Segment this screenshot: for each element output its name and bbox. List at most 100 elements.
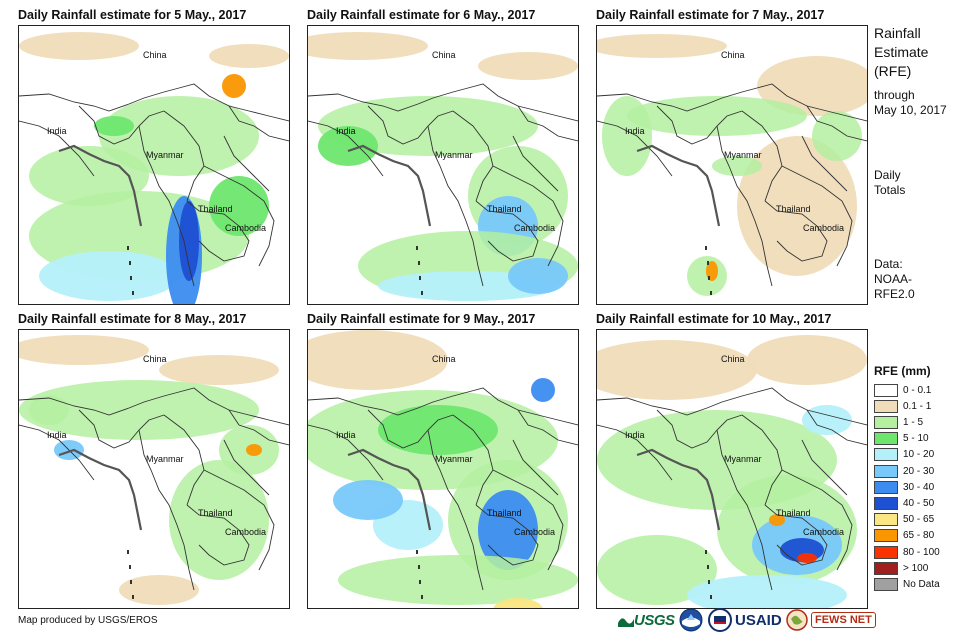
legend-item: 1 - 5 bbox=[874, 414, 923, 430]
country-border bbox=[186, 200, 250, 262]
rain-area bbox=[19, 335, 149, 365]
country-border bbox=[597, 424, 673, 481]
map-panel-may-8: Daily Rainfall estimate for 8 May., 2017… bbox=[18, 311, 290, 609]
country-border bbox=[492, 469, 564, 571]
island-mark bbox=[710, 595, 712, 599]
island-mark bbox=[129, 565, 131, 569]
country-border bbox=[19, 387, 289, 426]
label-india: India bbox=[47, 126, 67, 136]
data-line: RFE2.0 bbox=[874, 287, 915, 301]
island-mark bbox=[127, 246, 129, 250]
country-border bbox=[512, 135, 559, 192]
rain-area bbox=[29, 395, 69, 425]
country-border bbox=[308, 83, 578, 122]
island-mark bbox=[129, 261, 131, 265]
rain-area bbox=[757, 56, 867, 116]
map-graphic bbox=[308, 32, 578, 301]
legend-label: 10 - 20 bbox=[903, 449, 935, 461]
island-mark bbox=[419, 580, 421, 584]
rain-area bbox=[812, 111, 862, 161]
data-source-note: Data: NOAA- RFE2.0 bbox=[874, 257, 915, 302]
legend-item: 65 - 80 bbox=[874, 528, 934, 544]
credit-text: Map produced by USGS/EROS bbox=[18, 615, 158, 626]
rain-area bbox=[597, 34, 727, 58]
island-mark bbox=[710, 291, 712, 295]
rain-area bbox=[19, 32, 139, 60]
country-border bbox=[138, 429, 195, 591]
country-border bbox=[78, 409, 165, 449]
country-border bbox=[186, 504, 250, 566]
country-border bbox=[228, 409, 289, 446]
rain-area bbox=[747, 335, 867, 385]
legend-swatch bbox=[874, 496, 898, 510]
country-border bbox=[764, 200, 828, 262]
rainfall-map: China India Myanmar Thailand Cambodia bbox=[18, 329, 290, 609]
country-border bbox=[801, 439, 848, 496]
label-china: China bbox=[721, 50, 745, 60]
legend-item: 40 - 50 bbox=[874, 495, 934, 511]
sidebar-title: Rainfall Estimate (RFE) bbox=[874, 24, 928, 81]
rain-area bbox=[209, 176, 269, 236]
country-border bbox=[475, 200, 539, 262]
rain-area bbox=[29, 146, 149, 206]
country-border bbox=[781, 469, 853, 571]
legend-item: 30 - 40 bbox=[874, 479, 934, 495]
map-panel-may-7: Daily Rainfall estimate for 7 May., 2017… bbox=[596, 7, 868, 305]
label-thailand: Thailand bbox=[487, 204, 522, 214]
legend-label: 0 - 0.1 bbox=[903, 384, 932, 396]
map-panel-may-10: Daily Rainfall estimate for 10 May., 201… bbox=[596, 311, 868, 609]
noaa-seal-icon bbox=[679, 608, 703, 632]
usaid-logo: USAID bbox=[708, 606, 782, 634]
country-border bbox=[741, 110, 783, 202]
label-myanmar: Myanmar bbox=[724, 454, 762, 464]
rain-area bbox=[687, 575, 847, 608]
legend-item: 80 - 100 bbox=[874, 544, 940, 560]
island-mark bbox=[705, 246, 707, 250]
rain-area bbox=[222, 74, 246, 98]
rain-area bbox=[308, 330, 448, 390]
daily-line: Daily bbox=[874, 168, 901, 182]
country-border bbox=[656, 105, 743, 145]
legend-item: 10 - 20 bbox=[874, 447, 934, 463]
legend-item: No Data bbox=[874, 576, 940, 592]
rain-area bbox=[99, 96, 259, 176]
title-line: Rainfall bbox=[874, 25, 921, 41]
island-mark bbox=[418, 261, 420, 265]
rain-area bbox=[246, 444, 262, 456]
country-border bbox=[427, 125, 484, 287]
country-border bbox=[19, 120, 95, 177]
label-india: India bbox=[625, 126, 645, 136]
label-myanmar: Myanmar bbox=[146, 454, 184, 464]
legend-item: 50 - 65 bbox=[874, 512, 934, 528]
country-border bbox=[452, 110, 494, 202]
rain-area bbox=[333, 480, 403, 520]
country-border bbox=[741, 414, 783, 506]
legend-label: 1 - 5 bbox=[903, 416, 924, 428]
panel-title: Daily Rainfall estimate for 5 May., 2017 bbox=[18, 8, 247, 22]
daily-totals-note: Daily Totals bbox=[874, 168, 905, 198]
rain-area bbox=[508, 258, 568, 294]
fews-wordmark: FEWS NET bbox=[811, 612, 876, 628]
rainfall-map: China India Myanmar Thailand Cambodia bbox=[307, 25, 579, 305]
panel-title: Daily Rainfall estimate for 10 May., 201… bbox=[596, 312, 832, 326]
legend-label: 40 - 50 bbox=[903, 497, 935, 509]
rain-area bbox=[797, 553, 817, 563]
rain-area bbox=[802, 405, 852, 435]
island-mark bbox=[421, 291, 423, 295]
island-mark bbox=[416, 550, 418, 554]
island-mark bbox=[130, 580, 132, 584]
coastline bbox=[347, 448, 432, 531]
rain-area bbox=[712, 156, 762, 176]
rain-area bbox=[338, 555, 578, 605]
country-border bbox=[308, 387, 578, 426]
island-mark bbox=[130, 276, 132, 280]
usgs-wordmark: USGS bbox=[634, 611, 675, 629]
usaid-wordmark: USAID bbox=[735, 611, 782, 629]
through-date: May 10, 2017 bbox=[874, 103, 947, 117]
country-border bbox=[19, 424, 95, 481]
country-border bbox=[138, 125, 195, 287]
rain-area bbox=[179, 201, 199, 281]
legend-swatch bbox=[874, 545, 898, 559]
coastline bbox=[58, 448, 143, 531]
country-border bbox=[452, 414, 494, 506]
